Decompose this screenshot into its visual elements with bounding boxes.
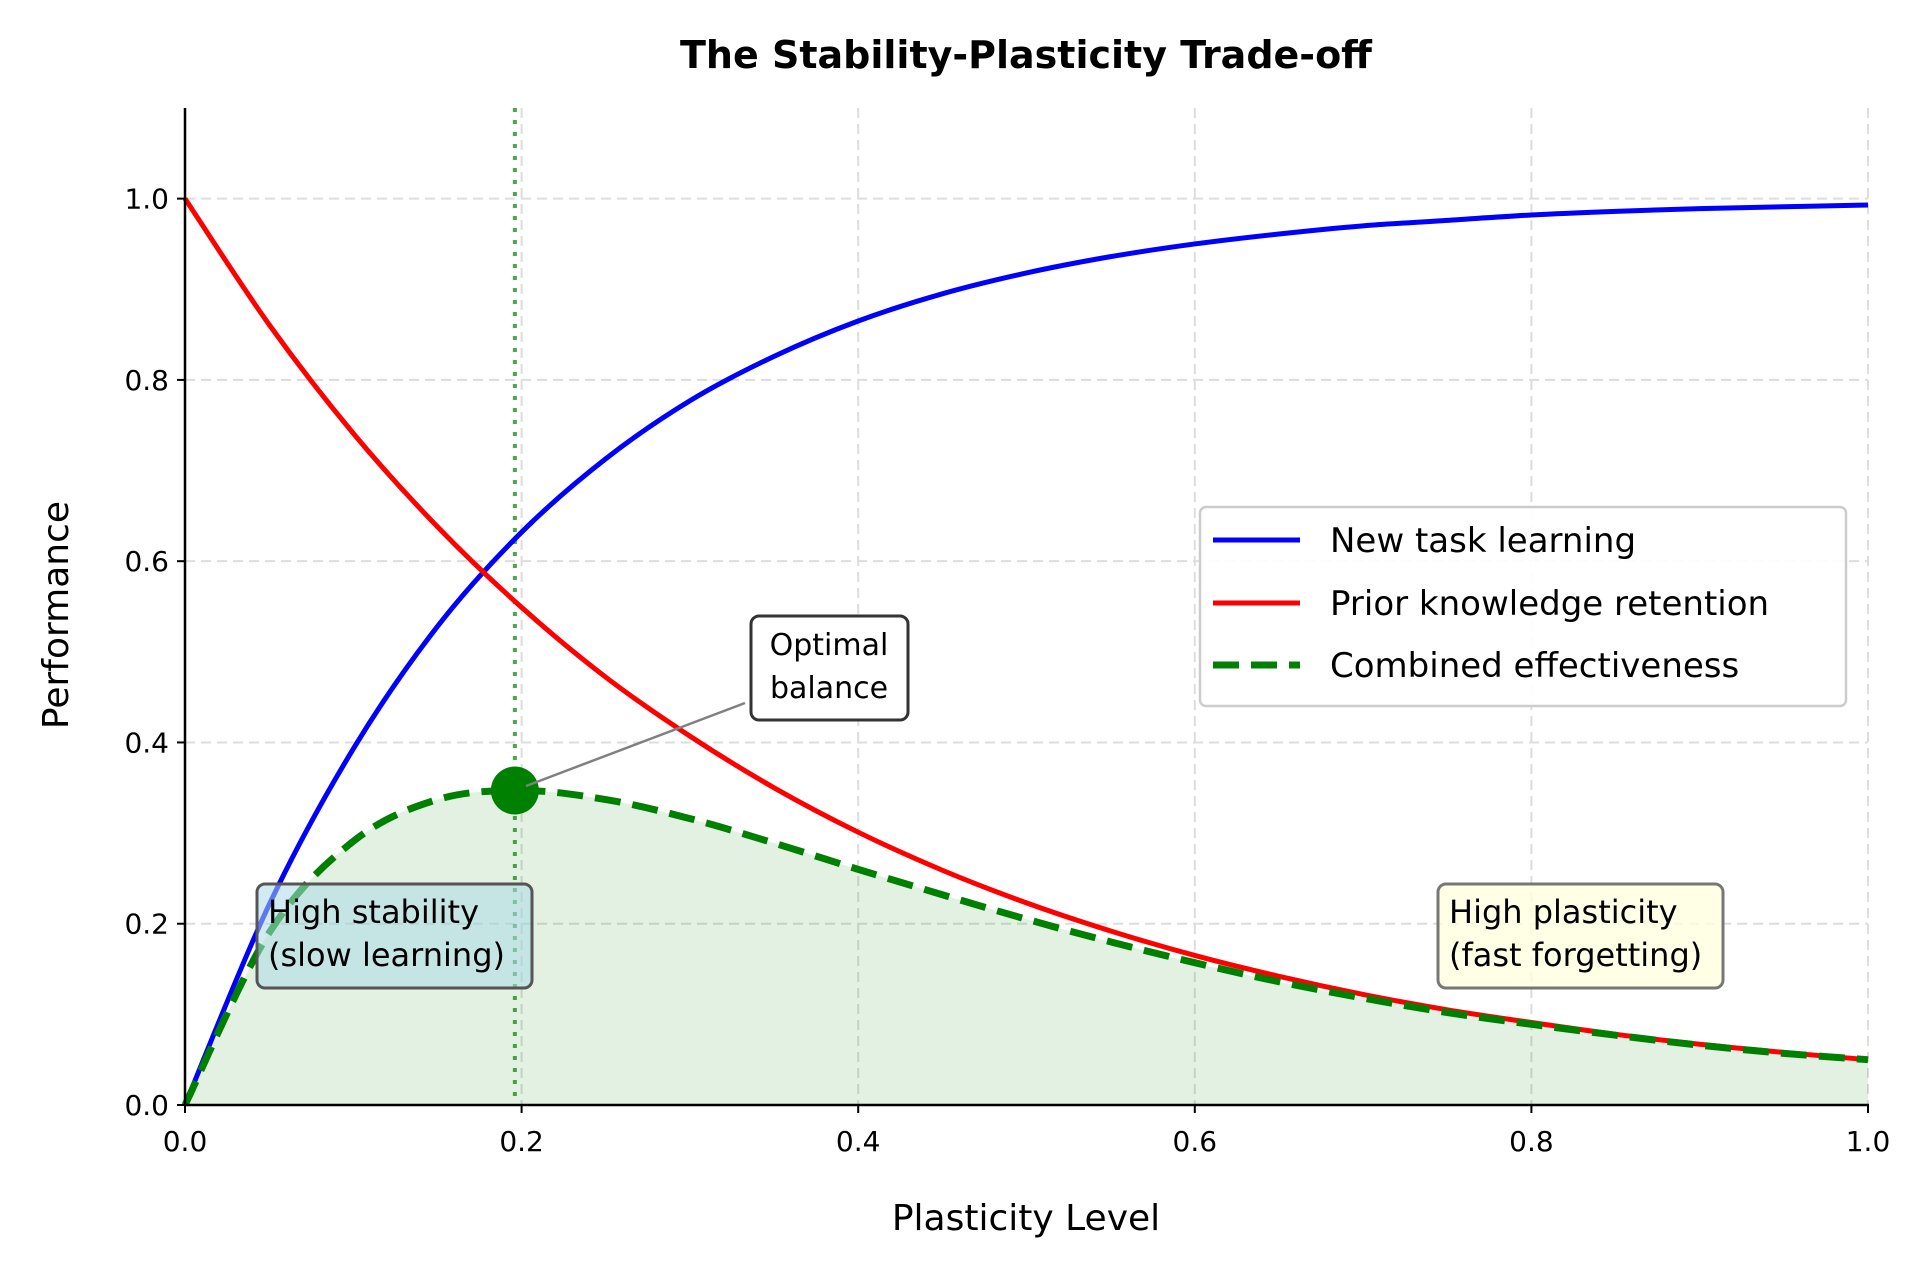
series-line-combined-effectiveness bbox=[181, 786, 1869, 1107]
x-tick-label: 0.4 bbox=[836, 1125, 881, 1158]
y-tick-label: 0.0 bbox=[124, 1089, 169, 1122]
annotation-optimal-line1: Optimal bbox=[770, 628, 889, 663]
x-tick-label: 0.0 bbox=[163, 1125, 208, 1158]
annotation-arrow bbox=[525, 701, 746, 788]
annotation-optimal-line2: balance bbox=[770, 671, 888, 706]
optimal-point-marker bbox=[490, 766, 539, 815]
x-tick-label: 0.8 bbox=[1509, 1125, 1554, 1158]
legend-label-new-task-learning: New task learning bbox=[1330, 521, 1636, 561]
combined-effectiveness-fill bbox=[185, 790, 1868, 1105]
x-tick-label: 0.2 bbox=[499, 1125, 544, 1158]
series-line-new-task-learning bbox=[182, 202, 1869, 1106]
y-tick-label: 0.2 bbox=[124, 908, 169, 941]
annotation-plasticity-line2: (fast forgetting) bbox=[1449, 936, 1702, 974]
annotation-stability-line1: High stability bbox=[268, 893, 479, 931]
legend-label-prior-knowledge-retention: Prior knowledge retention bbox=[1330, 584, 1769, 624]
y-tick-label: 1.0 bbox=[124, 183, 169, 216]
annotation-high-plasticity: High plasticity (fast forgetting) bbox=[1436, 882, 1725, 990]
y-tick-label: 0.6 bbox=[124, 545, 169, 578]
annotation-stability-line2: (slow learning) bbox=[268, 936, 505, 974]
annotation-plasticity-line1: High plasticity bbox=[1449, 893, 1678, 931]
x-tick-label: 1.0 bbox=[1846, 1125, 1891, 1158]
annotation-high-stability: High stability (slow learning) bbox=[255, 882, 534, 990]
x-tick-label: 0.6 bbox=[1173, 1125, 1218, 1158]
legend: New task learning Prior knowledge retent… bbox=[1198, 505, 1848, 708]
x-ticks: 0.0 0.2 0.4 0.6 0.8 1.0 bbox=[163, 1105, 1891, 1158]
y-tick-label: 0.4 bbox=[124, 726, 169, 759]
y-tick-label: 0.8 bbox=[124, 364, 169, 397]
x-axis-label: Plasticity Level bbox=[892, 1198, 1160, 1239]
legend-label-combined-effectiveness: Combined effectiveness bbox=[1330, 646, 1739, 686]
annotation-optimal-balance: Optimal balance bbox=[749, 614, 910, 722]
grid bbox=[185, 108, 1869, 1105]
chart-title: The Stability-Plasticity Trade-off bbox=[680, 33, 1373, 77]
y-axis-label: Performance bbox=[36, 501, 77, 729]
y-ticks: 0.0 0.2 0.4 0.6 0.8 1.0 bbox=[124, 183, 185, 1122]
